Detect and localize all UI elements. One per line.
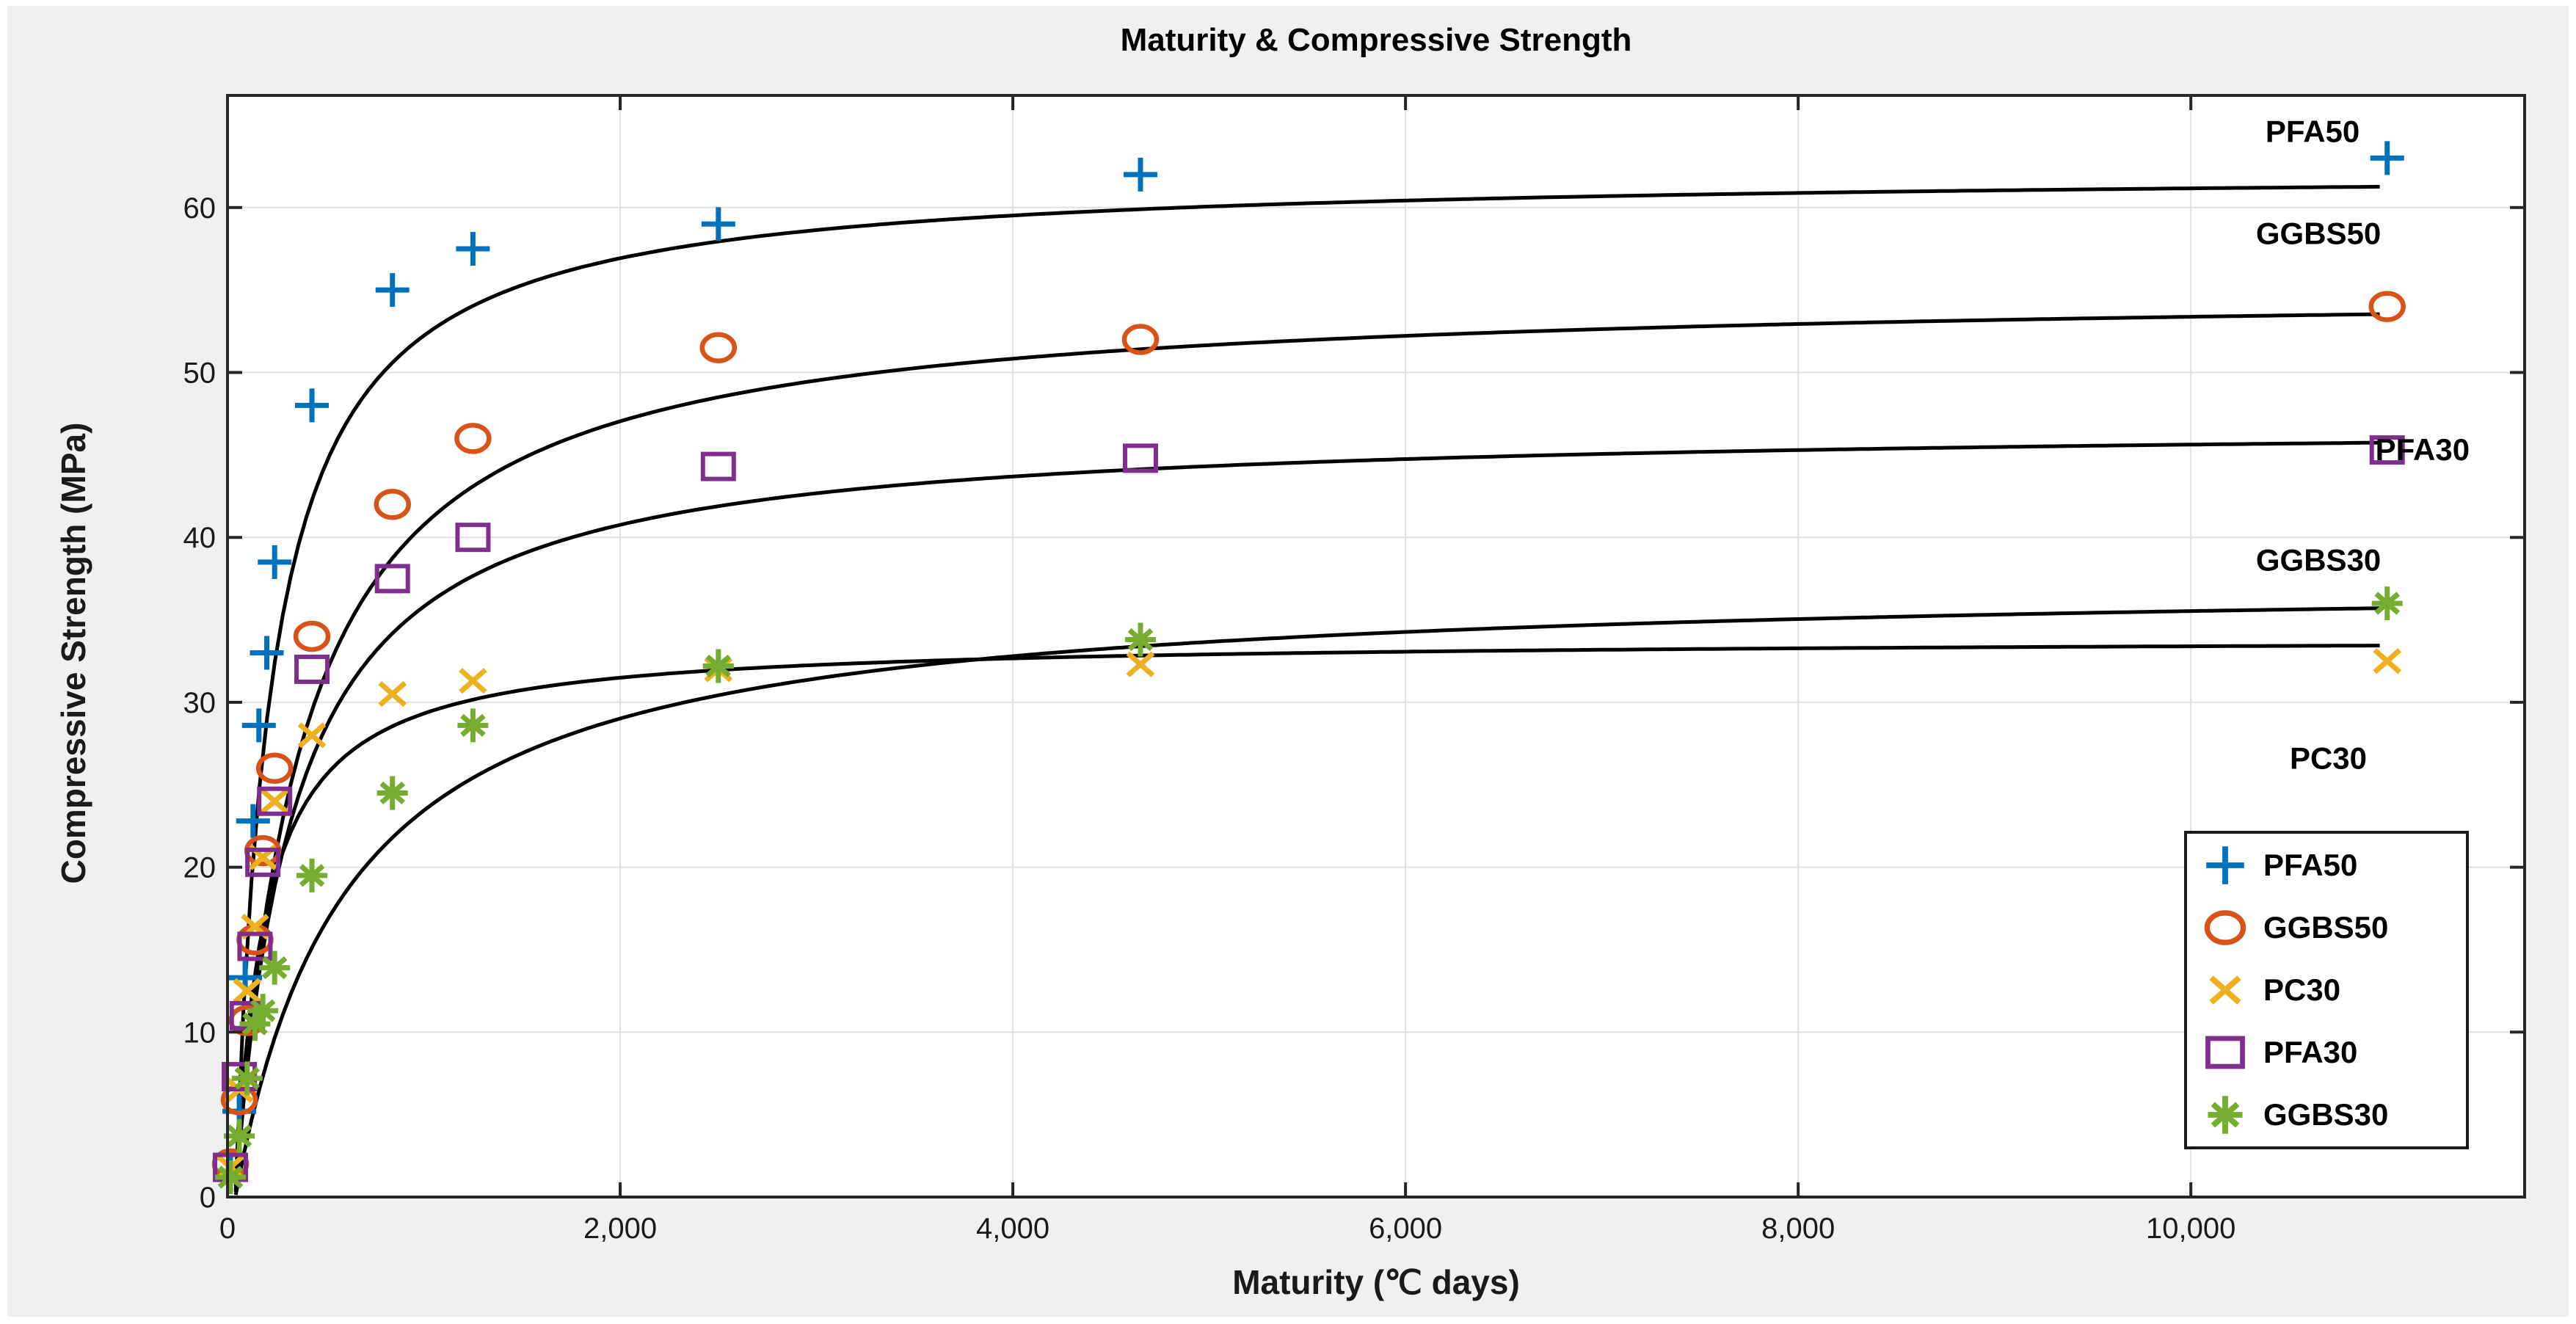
asterisk-marker <box>2371 586 2403 621</box>
plus-marker <box>295 388 330 423</box>
legend-label: PFA30 <box>2263 1034 2358 1069</box>
asterisk-marker <box>296 858 328 892</box>
plus-marker <box>375 273 410 308</box>
x-marker <box>297 722 327 749</box>
x-tick-label: 6,000 <box>1369 1212 1442 1245</box>
circle-marker <box>374 489 411 520</box>
square-marker <box>294 654 330 684</box>
y-tick-label: 30 <box>183 687 217 719</box>
x-marker <box>459 668 487 694</box>
y-tick-label: 50 <box>183 357 217 389</box>
circle-marker-icon <box>2204 909 2246 945</box>
y-axis-label: Compressive Strength (MPa) <box>54 422 92 884</box>
matlab-figure: Maturity & Compressive Strength PFA50 GGB… <box>7 6 2569 1317</box>
circle-marker <box>699 332 738 364</box>
x-tick-label: 8,000 <box>1761 1212 1835 1245</box>
curve-label-GGBS30: GGBS30 <box>2256 543 2381 578</box>
circle-marker <box>293 620 331 652</box>
x-marker <box>1126 651 1155 677</box>
y-tick-label: 0 <box>200 1182 216 1214</box>
circle-marker <box>454 423 492 454</box>
square-marker <box>374 564 410 594</box>
legend-item-ggbs50: GGBS50 <box>2187 896 2466 959</box>
plus-marker <box>456 231 490 266</box>
circle-marker <box>255 752 294 785</box>
fit-curve-PFA50 <box>233 184 2380 1187</box>
plot-area: PFA50 GGBS50 PFA30 GGBS30 PC30 0 2,000 4,000 6,0… <box>183 94 2526 1245</box>
square-marker-icon <box>2205 1036 2245 1069</box>
fit-curve-PC30 <box>233 644 2380 1190</box>
asterisk-marker <box>224 1119 255 1153</box>
fit-curve-GGBS30 <box>233 606 2380 1196</box>
asterisk-marker <box>376 776 408 810</box>
x-tick-label: 2,000 <box>583 1212 657 1245</box>
legend-label: PFA50 <box>2263 847 2358 882</box>
circle-marker <box>1121 324 1160 355</box>
asterisk-marker <box>457 708 489 743</box>
square-marker <box>455 523 491 553</box>
series-GGBS30-points <box>215 586 2403 1195</box>
asterisk-marker <box>702 649 734 683</box>
x-marker <box>378 681 407 708</box>
x-marker <box>2209 975 2241 1005</box>
curve-label-GGBS50: GGBS50 <box>2256 217 2381 251</box>
plus-marker <box>236 804 270 838</box>
chart-title: Maturity & Compressive Strength <box>1120 22 1632 58</box>
circle-marker <box>2204 909 2246 945</box>
fit-curve-PFA30 <box>233 440 2380 1193</box>
plus-marker <box>241 708 276 743</box>
y-tick-label: 10 <box>183 1016 217 1049</box>
x-tick-label: 0 <box>219 1212 236 1245</box>
legend-box: PFA50 GGBS50 PC30 PFA30 GGBS30 <box>2184 831 2469 1149</box>
plus-marker <box>250 636 284 670</box>
square-marker <box>257 786 293 816</box>
asterisk-marker <box>2208 1095 2243 1134</box>
asterisk-marker <box>1124 622 1156 657</box>
plus-marker <box>1123 157 1157 192</box>
legend-label: GGBS50 <box>2263 909 2389 945</box>
y-tick-label: 40 <box>183 522 217 554</box>
x-marker-icon <box>2209 975 2241 1005</box>
square-marker <box>237 931 273 961</box>
legend-label: PC30 <box>2263 972 2341 1007</box>
square-marker <box>245 847 281 877</box>
x-marker <box>260 788 289 815</box>
square-marker <box>2205 1036 2245 1069</box>
legend-item-ggbs30: GGBS30 <box>2187 1083 2466 1146</box>
axes-box <box>226 94 2526 1198</box>
asterisk-marker-icon <box>2208 1095 2243 1134</box>
plus-marker <box>258 545 292 579</box>
asterisk-marker <box>231 1061 263 1096</box>
fit-curve-GGBS50 <box>233 312 2380 1192</box>
curve-label-PFA30: PFA30 <box>2376 432 2470 467</box>
plus-marker <box>701 207 735 241</box>
y-tick-label: 60 <box>183 192 217 225</box>
square-marker <box>1122 443 1158 473</box>
asterisk-marker <box>215 1160 247 1195</box>
asterisk-marker <box>259 950 291 985</box>
x-tick-label: 4,000 <box>976 1212 1049 1245</box>
tick-labels: 0 2,000 4,000 6,000 8,000 10,000 0 10 20 30 40 50 60 <box>183 192 2236 1245</box>
legend-item-pc30: PC30 <box>2187 959 2466 1021</box>
circle-marker <box>2368 291 2406 322</box>
gridlines <box>228 95 2525 1197</box>
x-marker <box>233 978 262 1004</box>
square-marker <box>2369 435 2405 465</box>
x-tick-label: 10,000 <box>2146 1212 2235 1245</box>
square-marker <box>700 451 736 481</box>
plus-marker <box>2370 141 2404 175</box>
plus-marker-icon <box>2206 845 2244 884</box>
x-marker <box>2373 648 2402 674</box>
fitted-curves <box>233 184 2380 1196</box>
curve-label-PFA50: PFA50 <box>2266 114 2359 148</box>
plus-marker <box>2206 845 2244 884</box>
curve-label-PC30: PC30 <box>2290 741 2367 775</box>
legend-item-pfa30: PFA30 <box>2187 1021 2466 1083</box>
legend-label: GGBS30 <box>2263 1096 2389 1132</box>
legend-item-pfa50: PFA50 <box>2187 834 2466 896</box>
asterisk-marker <box>247 994 279 1028</box>
x-axis-label: Maturity (℃ days) <box>1232 1263 1520 1301</box>
y-tick-label: 20 <box>183 852 217 884</box>
